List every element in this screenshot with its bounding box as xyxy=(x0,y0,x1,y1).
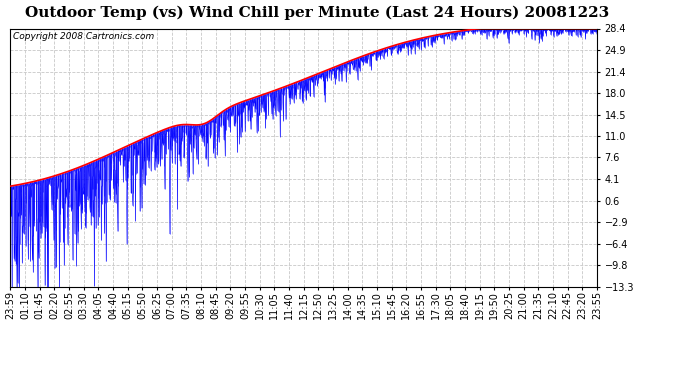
Text: Outdoor Temp (vs) Wind Chill per Minute (Last 24 Hours) 20081223: Outdoor Temp (vs) Wind Chill per Minute … xyxy=(26,6,609,20)
Text: Copyright 2008 Cartronics.com: Copyright 2008 Cartronics.com xyxy=(13,32,155,41)
